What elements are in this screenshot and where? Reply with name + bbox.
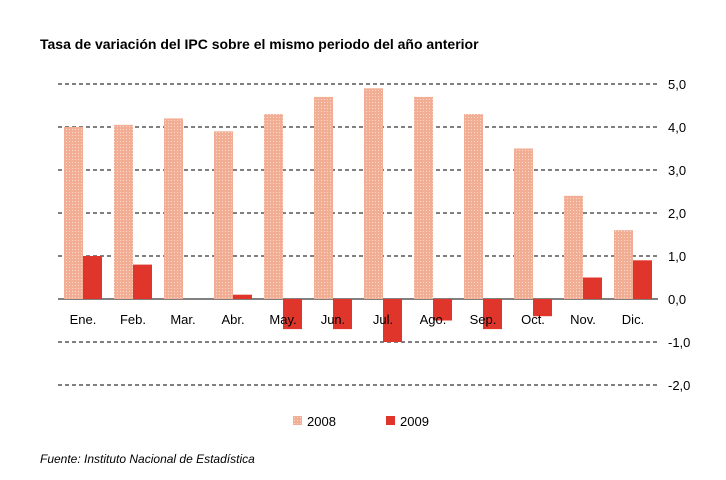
bar-2009	[383, 299, 402, 342]
y-tick-label: 5,0	[668, 77, 686, 92]
legend-swatch-2009	[386, 416, 395, 425]
bar-2009	[583, 277, 602, 299]
bar-2008	[514, 148, 533, 299]
bar-2009	[233, 294, 252, 299]
x-tick-label: Nov.	[570, 312, 596, 327]
bar-2008	[464, 114, 483, 299]
x-tick-label: Jun.	[321, 312, 346, 327]
bar-2008	[614, 230, 633, 299]
bar-2008	[314, 96, 333, 300]
x-tick-label: Ago.	[420, 312, 447, 327]
y-tick-label: 1,0	[668, 249, 686, 264]
bar-2009	[133, 264, 152, 299]
x-tick-label: Mar.	[170, 312, 195, 327]
bar-2009	[633, 260, 652, 299]
x-tick-label: Sep.	[470, 312, 497, 327]
x-tick-label: Oct.	[521, 312, 545, 327]
y-tick-label: -1,0	[668, 335, 690, 350]
bar-2009	[533, 299, 552, 317]
legend-swatch-2008	[293, 416, 302, 425]
y-tick-label: 3,0	[668, 163, 686, 178]
y-tick-label: 4,0	[668, 120, 686, 135]
bar-2009	[483, 299, 502, 330]
x-tick-label: Feb.	[120, 312, 146, 327]
bar-2009	[283, 299, 302, 330]
x-tick-label: Ene.	[70, 312, 97, 327]
bar-2008	[564, 195, 583, 299]
bar-2009	[433, 299, 452, 321]
bar-2008	[214, 131, 233, 299]
bar-2008	[414, 96, 433, 300]
bar-2008	[114, 124, 133, 299]
chart-title: Tasa de variación del IPC sobre el mismo…	[40, 36, 479, 52]
bar-2009	[333, 299, 352, 330]
y-tick-label: 0,0	[668, 292, 686, 307]
bar-2008	[164, 118, 183, 300]
y-tick-label: 2,0	[668, 206, 686, 221]
bar-2008	[364, 88, 383, 299]
bar-2009	[83, 256, 102, 299]
legend-label-2009: 2009	[400, 414, 429, 429]
legend-label-2008: 2008	[307, 414, 336, 429]
source-note: Fuente: Instituto Nacional de Estadístic…	[40, 452, 255, 466]
x-tick-label: May.	[269, 312, 296, 327]
x-tick-label: Jul.	[373, 312, 393, 327]
bar-2008	[64, 127, 83, 299]
y-tick-label: -2,0	[668, 378, 690, 393]
bar-2008	[264, 114, 283, 299]
x-tick-label: Dic.	[622, 312, 644, 327]
x-tick-label: Abr.	[221, 312, 244, 327]
